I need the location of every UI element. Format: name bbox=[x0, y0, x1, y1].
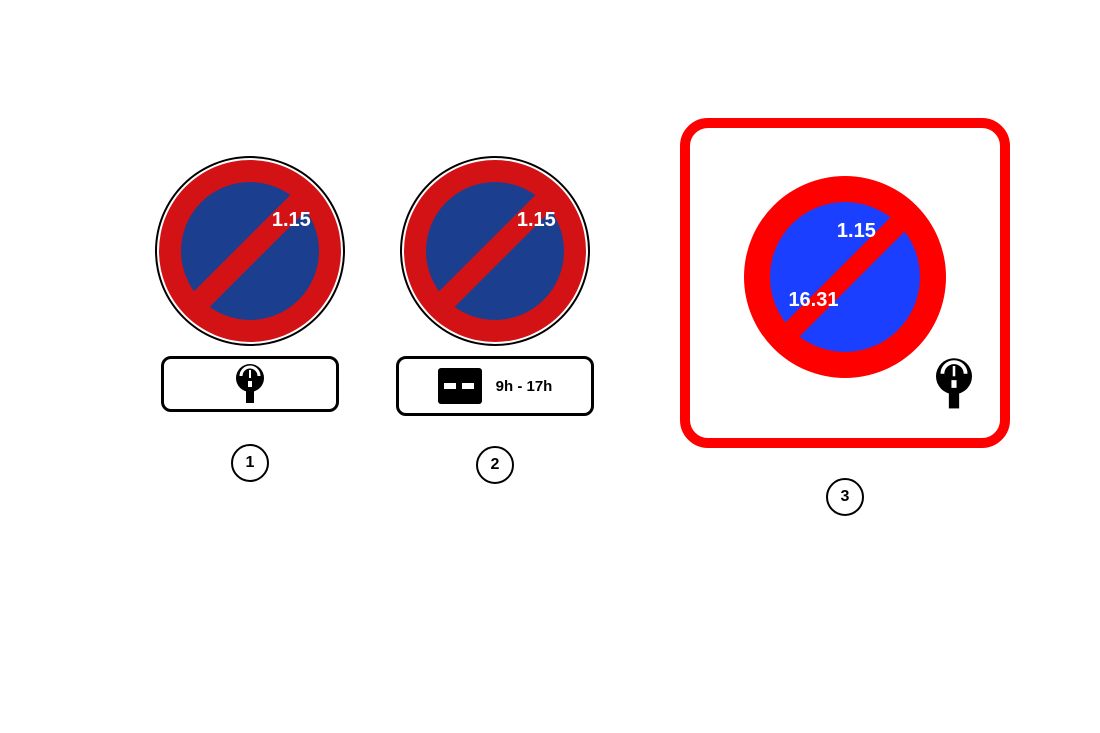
sign-group-2: 1.15 .disc-icon::before { left:6px; widt… bbox=[395, 156, 595, 484]
sign-group-1: 1.15 1 bbox=[155, 156, 345, 482]
sign-3-number-label: 3 bbox=[826, 478, 864, 516]
no-parking-sign-3: 1.15 16.31 bbox=[744, 176, 946, 378]
diagram-stage: 1.15 1 1.15 bbox=[0, 0, 1100, 733]
label-1-text: 1 bbox=[246, 454, 255, 472]
no-parking-sign-1: 1.15 bbox=[155, 156, 345, 346]
no-parking-sign-2: 1.15 bbox=[400, 156, 590, 346]
hours-text: 9h - 17h bbox=[496, 378, 553, 395]
sign-1-number-label: 1 bbox=[231, 444, 269, 482]
parking-meter-icon bbox=[932, 357, 976, 411]
label-2-text: 2 bbox=[491, 456, 500, 474]
sign-2-number-label: 2 bbox=[476, 446, 514, 484]
parking-meter-icon bbox=[233, 363, 267, 405]
parking-disc-icon: .disc-icon::before { left:6px; width:12p… bbox=[438, 368, 482, 404]
sign-3-date-bottom: 16.31 bbox=[788, 289, 838, 312]
sign-2-additional-panel: .disc-icon::before { left:6px; width:12p… bbox=[396, 356, 594, 416]
label-3-text: 3 bbox=[841, 488, 850, 506]
sign-1-additional-panel bbox=[161, 356, 339, 412]
sign-3-date-top: 1.15 bbox=[837, 220, 876, 243]
sign-group-3: 1.15 16.31 3 bbox=[680, 118, 1010, 516]
sign-1-date: 1.15 bbox=[272, 209, 311, 232]
sign-2-date: 1.15 bbox=[517, 209, 556, 232]
zone-parking-sign: 1.15 16.31 bbox=[680, 118, 1010, 448]
